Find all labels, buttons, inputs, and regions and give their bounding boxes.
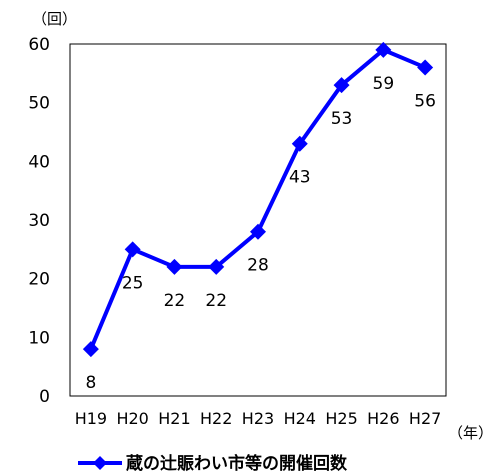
data-label: 22 bbox=[164, 291, 186, 311]
data-label: 25 bbox=[122, 273, 144, 293]
y-tick-label: 40 bbox=[28, 152, 50, 172]
x-tick-label: H22 bbox=[200, 409, 232, 428]
data-label: 59 bbox=[373, 74, 395, 94]
x-axis-unit: （年） bbox=[448, 424, 491, 442]
x-tick-label: H23 bbox=[242, 409, 274, 428]
x-tick-labels: H19 H20 H21 H22 H23 H24 H25 H26 H27 bbox=[75, 409, 442, 428]
data-point-marker bbox=[291, 135, 308, 152]
legend: 蔵の辻賑わい市等の開催回数 bbox=[78, 453, 348, 474]
data-label: 43 bbox=[289, 168, 311, 188]
x-tick-label: H24 bbox=[284, 409, 316, 428]
data-point-marker bbox=[333, 77, 350, 94]
data-point-marker bbox=[375, 41, 392, 58]
y-tick-label: 20 bbox=[28, 270, 50, 290]
data-label: 22 bbox=[205, 291, 227, 311]
data-label: 56 bbox=[414, 91, 436, 111]
x-tick-label: H21 bbox=[158, 409, 190, 428]
data-point-marker bbox=[166, 258, 183, 275]
y-tick-label: 60 bbox=[28, 35, 50, 55]
data-point-marker bbox=[124, 241, 141, 258]
legend-marker bbox=[93, 456, 107, 470]
x-tick-label: H27 bbox=[409, 409, 441, 428]
x-tick-label: H19 bbox=[75, 409, 107, 428]
data-label: 28 bbox=[247, 256, 269, 276]
data-point-marker bbox=[417, 59, 434, 76]
data-labels: 8 25 22 22 28 43 53 59 56 bbox=[85, 74, 435, 393]
y-tick-labels: 0 10 20 30 40 50 60 bbox=[28, 35, 50, 407]
y-tick-label: 30 bbox=[28, 211, 50, 231]
plot-area bbox=[69, 43, 447, 397]
series-markers bbox=[82, 41, 434, 358]
y-axis-unit: （回） bbox=[32, 10, 77, 28]
data-point-marker bbox=[250, 223, 266, 240]
y-tick-label: 0 bbox=[39, 387, 50, 407]
data-point-marker bbox=[82, 341, 99, 358]
x-tick-label: H26 bbox=[367, 409, 399, 428]
x-tick-label: H25 bbox=[325, 409, 357, 428]
data-label: 8 bbox=[85, 373, 96, 393]
data-label: 53 bbox=[331, 109, 353, 129]
data-point-marker bbox=[208, 258, 225, 275]
y-tick-label: 10 bbox=[28, 328, 50, 348]
legend-label: 蔵の辻賑わい市等の開催回数 bbox=[126, 453, 348, 474]
x-tick-label: H20 bbox=[116, 409, 148, 428]
y-tick-label: 50 bbox=[28, 94, 50, 114]
